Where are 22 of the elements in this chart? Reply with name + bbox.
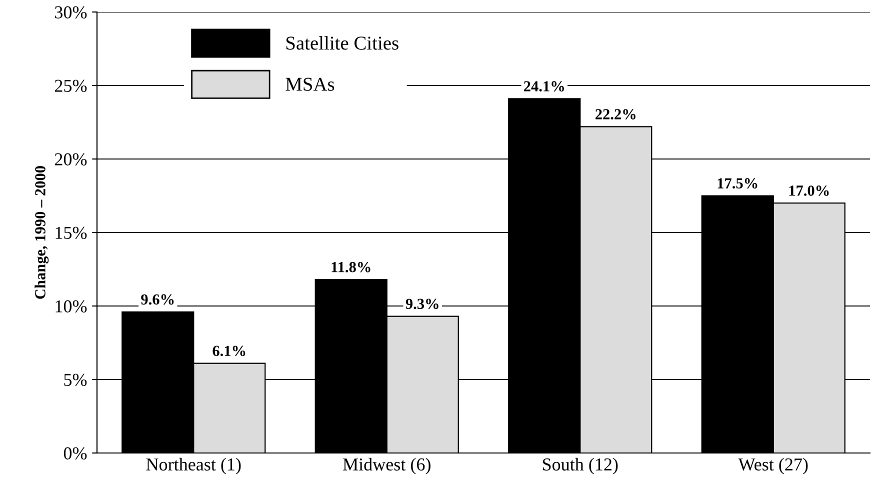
data-label: 9.3%	[406, 298, 438, 310]
y-axis-title: Change, 1990 – 2000	[34, 166, 49, 299]
data-label: 22.2%	[596, 109, 636, 120]
data-label: 11.8%	[332, 262, 370, 272]
y-tick-label: 10%	[56, 300, 87, 312]
y-tick-label: 25%	[54, 80, 87, 92]
data-label: 6.1%	[212, 346, 246, 356]
legend-label: Satellite Cities	[286, 36, 398, 50]
x-tick-label: West (27)	[738, 458, 808, 474]
y-tick-label: 20%	[54, 153, 87, 166]
x-tick-label: Midwest (6)	[343, 458, 430, 474]
x-tick-label: South (12)	[542, 458, 618, 474]
y-tick-label: 0%	[64, 447, 87, 460]
data-label: 17.5%	[718, 178, 758, 189]
data-label: 24.1%	[524, 81, 564, 92]
data-label: 17.0%	[789, 186, 829, 196]
x-tick-label: Northeast (1)	[146, 458, 241, 474]
y-tick-label: 15%	[56, 226, 87, 239]
y-tick-label: 30%	[55, 6, 87, 18]
y-tick-label: 5%	[64, 374, 87, 386]
data-label: 9.6%	[141, 294, 174, 305]
legend-label: MSAs	[286, 78, 334, 91]
